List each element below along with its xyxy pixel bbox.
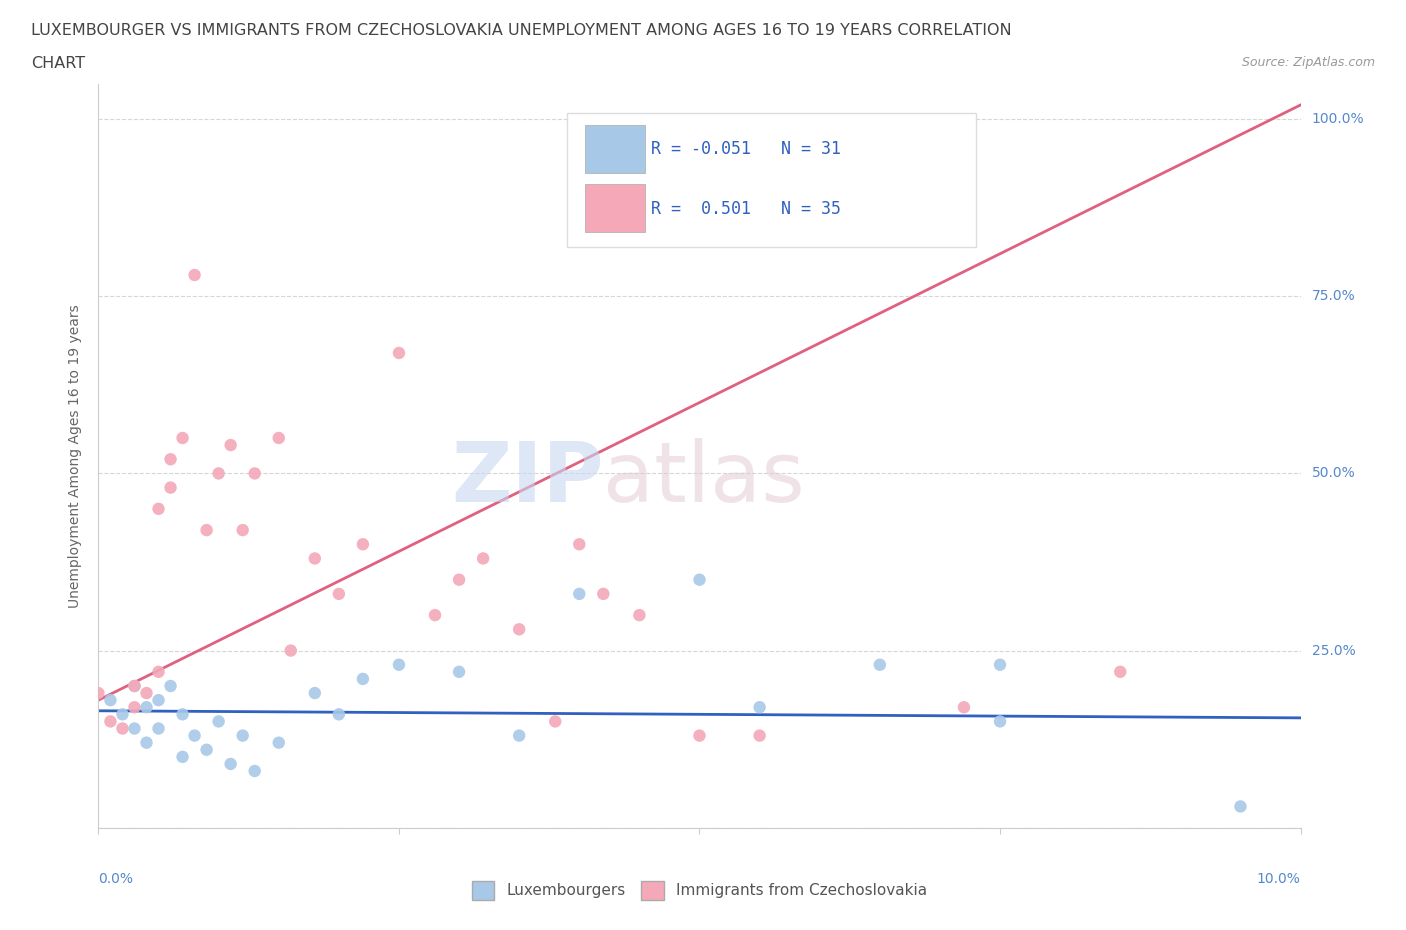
Point — [100, 714, 122, 729]
Text: 75.0%: 75.0% — [1312, 289, 1355, 303]
Point — [592, 587, 614, 602]
Point — [447, 572, 470, 587]
Point — [219, 438, 242, 453]
FancyBboxPatch shape — [585, 184, 645, 232]
FancyBboxPatch shape — [567, 113, 976, 247]
Point — [135, 685, 157, 700]
Point — [124, 699, 146, 714]
Point — [111, 721, 134, 736]
Text: Source: ZipAtlas.com: Source: ZipAtlas.com — [1241, 56, 1375, 69]
Point — [124, 721, 146, 736]
Point — [159, 452, 181, 467]
Point — [988, 658, 1011, 672]
Point — [208, 714, 231, 729]
Point — [748, 728, 770, 743]
Point — [280, 644, 302, 658]
Point — [183, 268, 205, 283]
Point — [988, 714, 1011, 729]
Text: LUXEMBOURGER VS IMMIGRANTS FROM CZECHOSLOVAKIA UNEMPLOYMENT AMONG AGES 16 TO 19 : LUXEMBOURGER VS IMMIGRANTS FROM CZECHOSL… — [31, 23, 1011, 38]
Point — [688, 728, 710, 743]
Point — [544, 714, 567, 729]
Point — [124, 679, 146, 694]
Point — [183, 728, 205, 743]
Point — [568, 537, 591, 551]
Point — [1229, 799, 1251, 814]
Point — [352, 671, 374, 686]
Point — [628, 607, 651, 622]
Point — [243, 466, 266, 481]
FancyBboxPatch shape — [585, 125, 645, 173]
Point — [1109, 664, 1132, 679]
Point — [172, 707, 194, 722]
Point — [388, 658, 411, 672]
Point — [508, 622, 530, 637]
Y-axis label: Unemployment Among Ages 16 to 19 years: Unemployment Among Ages 16 to 19 years — [69, 304, 83, 607]
Point — [219, 756, 242, 771]
Point — [328, 587, 350, 602]
Point — [748, 699, 770, 714]
Point — [172, 750, 194, 764]
Point — [267, 431, 290, 445]
Point — [87, 685, 110, 700]
Point — [148, 693, 170, 708]
Text: 0.0%: 0.0% — [98, 872, 134, 886]
Point — [568, 587, 591, 602]
Point — [135, 699, 157, 714]
Point — [869, 658, 891, 672]
Point — [159, 480, 181, 495]
Text: 100.0%: 100.0% — [1312, 113, 1364, 126]
Point — [953, 699, 976, 714]
Text: ZIP: ZIP — [451, 437, 603, 519]
Text: CHART: CHART — [31, 56, 84, 71]
Point — [232, 523, 254, 538]
Point — [243, 764, 266, 778]
Point — [111, 707, 134, 722]
Point — [688, 572, 710, 587]
Text: R = -0.051   N = 31: R = -0.051 N = 31 — [651, 140, 841, 158]
Point — [159, 679, 181, 694]
Point — [100, 693, 122, 708]
Point — [267, 736, 290, 751]
Point — [423, 607, 446, 622]
Text: 25.0%: 25.0% — [1312, 644, 1355, 658]
Point — [148, 501, 170, 516]
Point — [172, 431, 194, 445]
Point — [352, 537, 374, 551]
Point — [388, 346, 411, 361]
Point — [135, 736, 157, 751]
Point — [232, 728, 254, 743]
Point — [208, 466, 231, 481]
Text: 50.0%: 50.0% — [1312, 467, 1355, 481]
Point — [195, 523, 218, 538]
Point — [148, 721, 170, 736]
Point — [472, 551, 495, 565]
Point — [124, 679, 146, 694]
Point — [447, 664, 470, 679]
Point — [304, 685, 326, 700]
Point — [328, 707, 350, 722]
Point — [195, 742, 218, 757]
Text: R =  0.501   N = 35: R = 0.501 N = 35 — [651, 200, 841, 218]
Point — [148, 664, 170, 679]
Point — [508, 728, 530, 743]
Point — [304, 551, 326, 565]
Text: atlas: atlas — [603, 437, 806, 519]
Text: 10.0%: 10.0% — [1257, 872, 1301, 886]
Legend: Luxembourgers, Immigrants from Czechoslovakia: Luxembourgers, Immigrants from Czechoslo… — [465, 875, 934, 906]
